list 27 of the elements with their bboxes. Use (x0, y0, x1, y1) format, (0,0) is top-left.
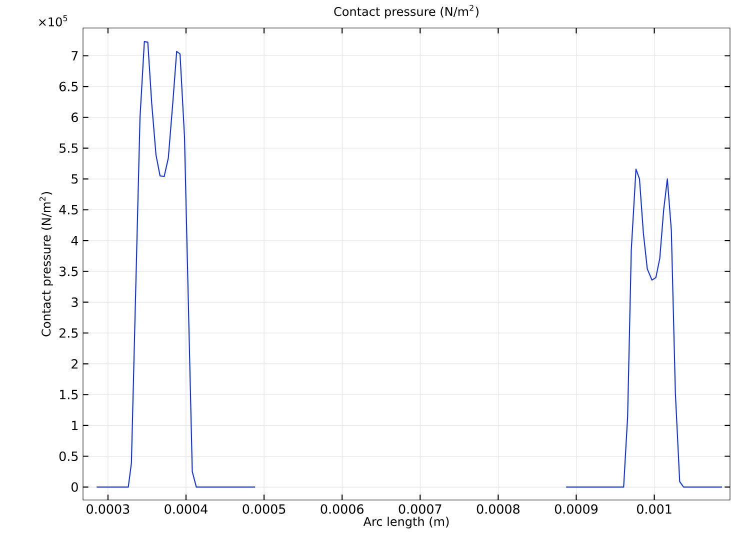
y-axis-title: Contact pressure (N/m$^{2}$) (39, 192, 53, 336)
y-tick-label: 7 (72, 51, 78, 60)
x-tick-label: 0.0004 (164, 504, 208, 514)
y-tick-label: 0 (72, 482, 78, 492)
x-tick-label: 0.0009 (554, 504, 598, 514)
y-tick-label: 3 (72, 297, 78, 308)
x-tick-label: 0.0008 (476, 504, 520, 514)
y-tick-label: 2.5 (60, 328, 78, 338)
y-tick-label: 5.5 (60, 143, 78, 153)
text: ×10$^{5}$ (39, 15, 68, 26)
y-tick-label: 6.5 (59, 82, 78, 92)
y-tick-label: 6 (72, 112, 78, 122)
y-tick-label: 1.5 (60, 390, 78, 400)
y-tick-label: 4.5 (59, 205, 78, 214)
y-tick-label: 4 (71, 236, 78, 246)
y-tick-label: 5 (72, 174, 78, 184)
x-axis-title: Arc length (m) (363, 516, 449, 528)
x-tick-label: 0.0003 (86, 504, 130, 514)
y-tick-label: 3.5 (60, 266, 78, 276)
y-tick-label: 0.5 (59, 451, 78, 462)
x-tick-label: 0.0005 (242, 504, 286, 514)
x-tick-label: 0.001 (637, 504, 672, 514)
y-tick-label: 1 (72, 420, 78, 430)
y-tick-label: 2 (72, 359, 78, 369)
x-tick-label: 0.0006 (320, 504, 364, 514)
chart-title: Contact pressure (N/m$^{2}$) (334, 4, 478, 18)
x-tick-label: 0.0007 (398, 504, 442, 514)
